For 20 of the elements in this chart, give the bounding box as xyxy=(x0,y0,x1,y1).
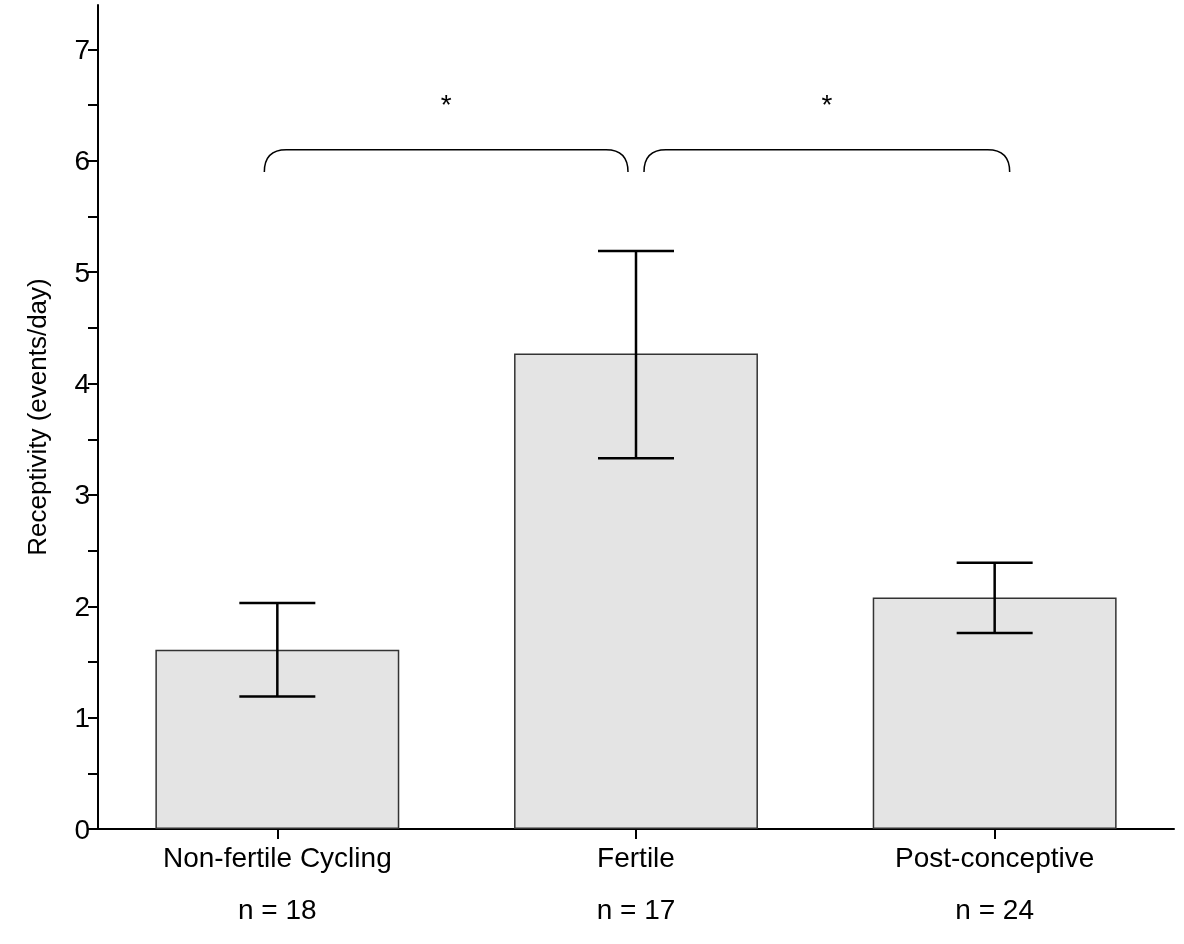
y-tick-label: 4 xyxy=(74,368,90,400)
bar xyxy=(872,597,1117,829)
text: n = 24 xyxy=(955,894,1034,926)
x-tick-label: Post-conceptive xyxy=(895,841,1095,873)
y-tick-label: 5 xyxy=(74,256,90,288)
annotation: * xyxy=(440,89,452,122)
y-tick-label: 2 xyxy=(74,590,90,622)
y-tick-label: 7 xyxy=(74,34,90,66)
bar xyxy=(155,649,400,829)
y-axis-title: Receptivity (events/day) xyxy=(22,278,52,556)
x-tick-label: Non-fertile Cycling xyxy=(162,841,392,873)
y-tick-label: 1 xyxy=(74,702,90,734)
x-tick-label: Fertile xyxy=(597,841,675,873)
bar xyxy=(514,353,758,829)
text: n = 17 xyxy=(596,894,676,926)
y-tick-label: 6 xyxy=(74,145,90,177)
annotation: * xyxy=(821,89,833,122)
y-tick-label: 3 xyxy=(74,479,90,511)
text: n = 18 xyxy=(238,894,317,926)
y-tick-label: 0 xyxy=(74,813,90,845)
